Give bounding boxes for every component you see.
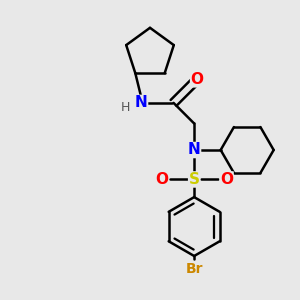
Text: O: O xyxy=(220,172,233,187)
Text: N: N xyxy=(135,95,148,110)
Text: Br: Br xyxy=(185,262,203,276)
Text: O: O xyxy=(190,72,204,87)
Text: O: O xyxy=(155,172,168,187)
Text: S: S xyxy=(189,172,200,187)
Text: N: N xyxy=(188,142,200,158)
Text: H: H xyxy=(120,101,130,114)
